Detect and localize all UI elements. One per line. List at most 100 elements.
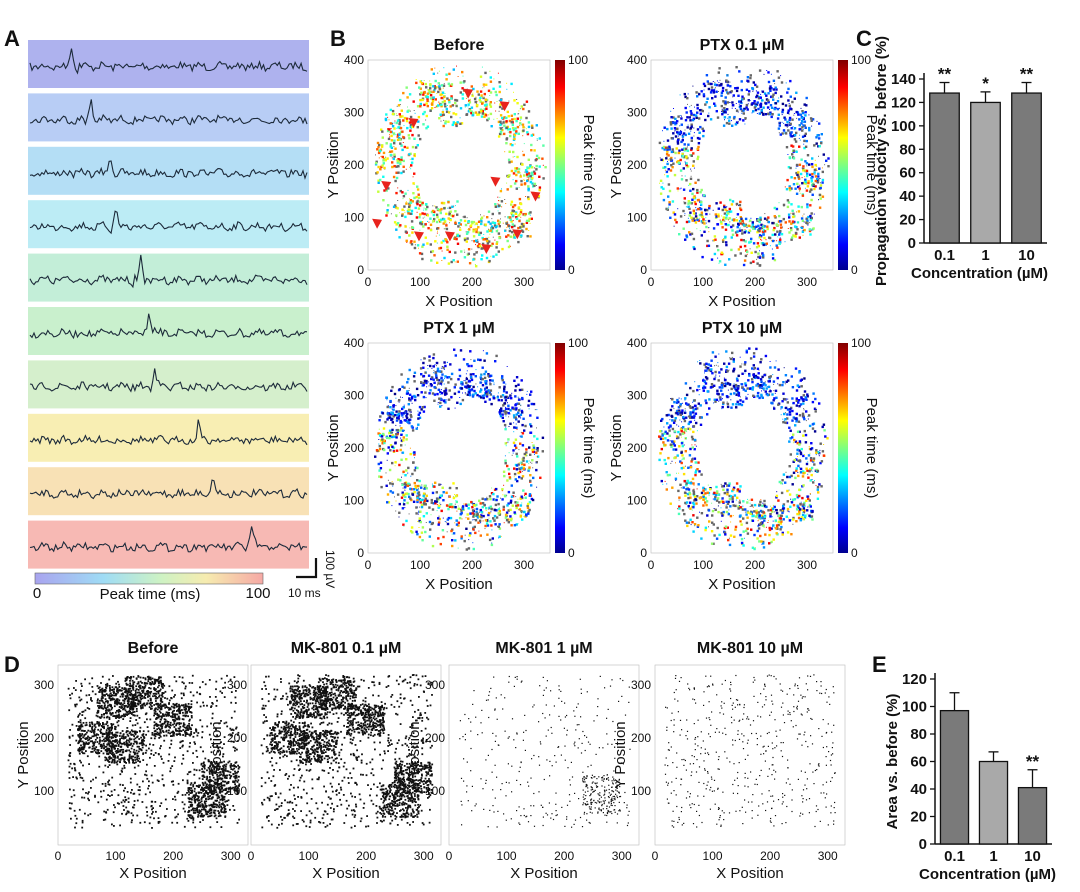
map-point [508,476,512,479]
map-point [747,393,749,395]
map-point [489,70,491,72]
map-point [508,229,512,233]
map-point [422,361,425,365]
map-point [723,253,725,255]
map-point [677,115,680,118]
map-point [515,376,519,379]
map-point [742,112,745,115]
map-point [752,242,756,245]
map-point [800,217,804,220]
map-point [680,117,683,120]
map-point [415,506,418,509]
map-point [420,91,423,94]
map-point [802,165,805,168]
map-point [499,123,502,127]
map-point [466,513,469,516]
map-point [788,440,791,443]
map-point [730,406,733,409]
map-point [669,425,672,428]
map-point [693,219,696,222]
map-point [747,103,749,105]
map-point [735,109,739,112]
map-point [481,254,484,257]
map-point [708,369,711,372]
map-point [480,115,484,118]
map-point [662,130,663,132]
map-point [777,113,780,116]
map-point [418,196,421,199]
map-point [666,483,668,485]
map-point [390,146,392,148]
map-point [781,114,783,116]
map-point [679,460,682,463]
map-point [380,475,383,479]
map-point [718,386,721,389]
map-point [525,128,527,130]
map-point [425,114,428,118]
map-point [488,236,490,238]
map-point [491,393,493,395]
map-point [720,94,723,97]
map-point [815,409,817,410]
map-point [809,233,812,236]
map-point [666,139,670,142]
map-point [446,376,449,379]
map-point [477,239,479,241]
map-point [497,196,499,198]
map-point [431,544,435,548]
map-point [438,234,440,236]
map-point [500,395,503,398]
map-point [798,128,801,131]
map-point [769,361,771,362]
map-point [792,416,795,419]
map-point [789,121,791,123]
map-point [479,75,483,78]
colorbar-tick: 100 [851,53,871,67]
map-point [483,238,487,241]
map-point [763,230,767,233]
map-point [485,386,488,389]
map-point [434,364,436,366]
map-point [440,376,443,379]
map-point [675,401,679,404]
map-point [698,470,701,473]
map-point [690,168,692,170]
map-point [538,165,541,168]
map-point [398,133,401,136]
map-point [679,215,683,218]
map-point [754,374,758,378]
map-point [774,91,777,95]
map-point [396,135,399,138]
map-point [755,225,758,228]
map-point [385,113,388,116]
map-point [488,228,489,230]
map-point [501,488,504,491]
map-point [730,387,733,391]
map-point [512,452,514,454]
map-point [774,389,778,392]
map-point [707,484,709,486]
map-point [444,364,447,368]
map-point [729,198,732,202]
map-point [514,408,518,411]
map-point [764,390,767,393]
map-point [414,395,417,399]
panel-a-colorbar-min: 0 [33,585,41,602]
map-point [665,414,668,417]
map-point [502,508,505,511]
map-point [752,355,756,358]
map-point [708,227,710,229]
map-point [484,387,487,390]
map-point [389,150,392,153]
map-point [408,93,412,96]
map-point [403,412,405,414]
map-point [660,419,663,422]
map-point [735,103,737,104]
map-point [692,187,695,191]
map-point [670,150,674,154]
map-point [697,483,700,486]
map-point [454,101,457,105]
map-point [465,113,468,116]
map-point [681,454,684,457]
map-point [479,508,482,512]
